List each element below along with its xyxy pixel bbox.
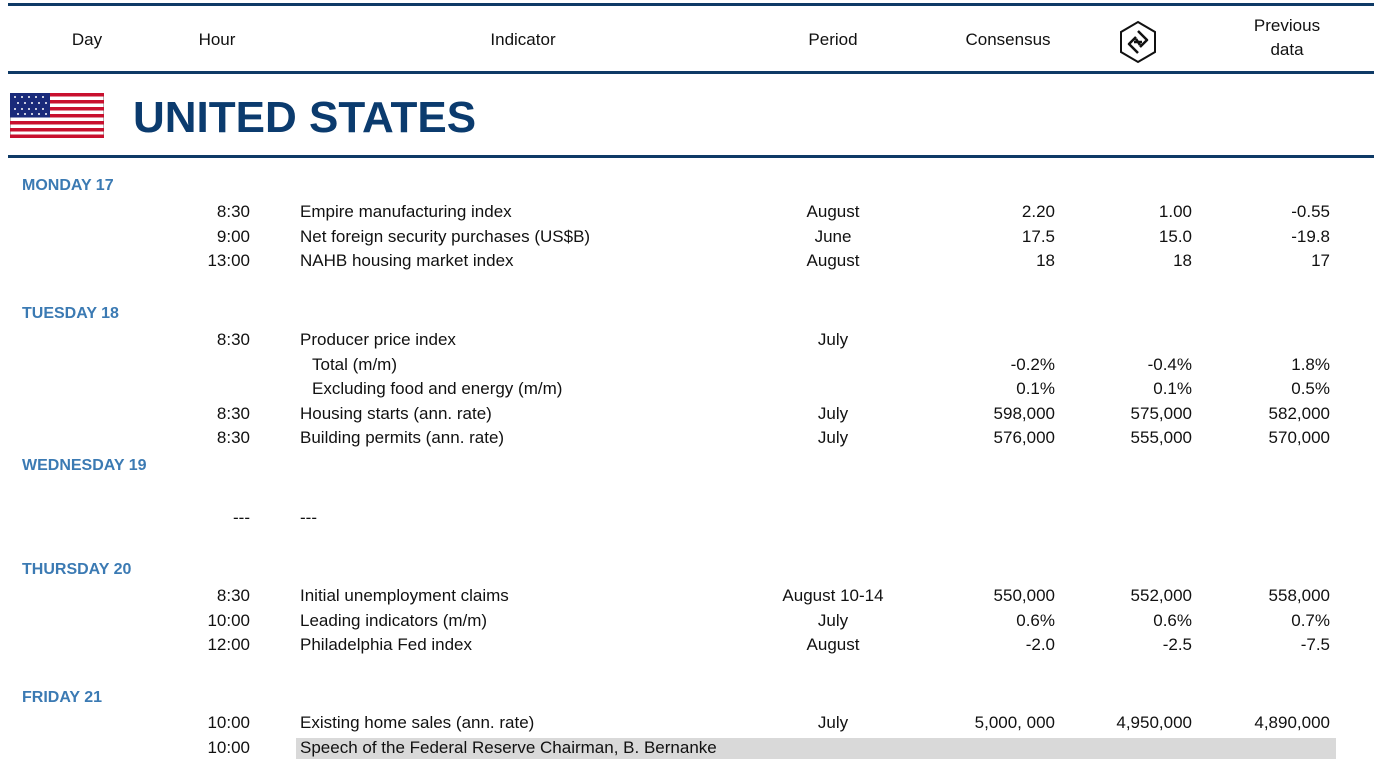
- top-rule: [8, 3, 1374, 6]
- indicator: ---: [300, 508, 317, 527]
- consensus: 576,000: [993, 428, 1055, 447]
- day-label: WEDNESDAY 19: [22, 457, 147, 474]
- day-label: FRIDAY 21: [22, 689, 103, 706]
- indicator: Existing home sales (ann. rate): [300, 713, 535, 732]
- consensus: 5,000, 000: [974, 713, 1055, 732]
- header-cell: Day: [71, 30, 103, 49]
- forecast: 575,000: [1130, 403, 1192, 423]
- period: July: [817, 428, 849, 447]
- forecast: 0.6%: [1153, 610, 1192, 630]
- previous: 4,890,000: [1254, 713, 1330, 732]
- forecast: 18: [1173, 251, 1192, 270]
- previous: 582,000: [1268, 403, 1330, 423]
- header-cell: Hour: [198, 30, 236, 49]
- hour: 10:00: [207, 713, 250, 732]
- day-label: THURSDAY 20: [22, 561, 132, 578]
- forecast: 15.0: [1158, 226, 1192, 246]
- hour: 8:30: [216, 330, 250, 349]
- day-label: TUESDAY 18: [22, 305, 119, 322]
- period: June: [814, 226, 852, 246]
- consensus: 550,000: [993, 586, 1055, 605]
- previous: 558,000: [1268, 586, 1330, 605]
- previous: 17: [1311, 251, 1330, 270]
- consensus: 18: [1036, 251, 1055, 270]
- period: August 10-14: [782, 586, 884, 605]
- hour: 12:00: [207, 635, 250, 654]
- desjardins-logo: [1120, 20, 1156, 64]
- hour: 8:30: [216, 202, 250, 221]
- header-cell: Previous data: [1253, 16, 1321, 59]
- hour: 8:30: [216, 586, 250, 605]
- hour: 9:00: [216, 226, 250, 246]
- us-flag: [10, 93, 104, 138]
- consensus: 2.20: [1021, 202, 1055, 221]
- consensus: -0.2%: [1010, 354, 1055, 374]
- indicator: Total (m/m): [312, 354, 397, 374]
- previous: -19.8: [1291, 226, 1330, 246]
- previous: -7.5: [1300, 635, 1330, 654]
- consensus: 17.5: [1021, 226, 1055, 246]
- forecast: 0.1%: [1153, 379, 1192, 398]
- period: August: [806, 251, 860, 270]
- header-rule: [8, 71, 1374, 74]
- period: August: [806, 635, 860, 654]
- header-cell: Indicator: [490, 30, 556, 49]
- section-title: UNITED STATES: [133, 93, 477, 142]
- day-label: MONDAY 17: [22, 177, 114, 194]
- hour: 13:00: [207, 251, 250, 270]
- indicator: Building permits (ann. rate): [300, 428, 505, 447]
- highlight: [296, 737, 1336, 759]
- indicator: Philadelphia Fed index: [300, 635, 473, 654]
- period: August: [806, 202, 860, 221]
- hour: 10:00: [207, 737, 250, 757]
- period: July: [817, 403, 849, 423]
- indicator: Excluding food and energy (m/m): [312, 379, 563, 398]
- hour: 8:30: [216, 428, 250, 447]
- hour: 10:00: [207, 610, 250, 630]
- period: July: [817, 610, 849, 630]
- consensus: -2.0: [1025, 635, 1055, 654]
- indicator: Empire manufacturing index: [300, 202, 512, 221]
- hour: ---: [233, 508, 250, 527]
- forecast: 1.00: [1158, 202, 1192, 221]
- section-rule: [8, 155, 1374, 158]
- consensus: 598,000: [993, 403, 1055, 423]
- hour: 8:30: [216, 403, 250, 423]
- forecast: -0.4%: [1147, 354, 1192, 374]
- forecast: 4,950,000: [1116, 713, 1192, 732]
- forecast: 552,000: [1130, 586, 1192, 605]
- previous: 570,000: [1268, 428, 1330, 447]
- indicator: Producer price index: [300, 330, 456, 349]
- period: July: [817, 330, 849, 349]
- indicator: Leading indicators (m/m): [300, 610, 488, 630]
- forecast: 555,000: [1130, 428, 1192, 447]
- indicator: Net foreign security purchases (US$B): [300, 226, 591, 246]
- previous: 1.8%: [1291, 354, 1330, 374]
- indicator: Housing starts (ann. rate): [300, 403, 492, 423]
- consensus: 0.6%: [1016, 610, 1055, 630]
- previous: 0.5%: [1291, 379, 1330, 398]
- header-cell: Period: [808, 30, 858, 49]
- indicator: Speech of the Federal Reserve Chairman, …: [300, 737, 717, 757]
- header-cell: Consensus: [965, 30, 1051, 49]
- previous: 0.7%: [1291, 610, 1330, 630]
- forecast: -2.5: [1162, 635, 1192, 654]
- indicator: Initial unemployment claims: [300, 586, 509, 605]
- previous: -0.55: [1291, 202, 1330, 221]
- consensus: 0.1%: [1016, 379, 1055, 398]
- indicator: NAHB housing market index: [300, 251, 514, 270]
- period: July: [817, 713, 849, 732]
